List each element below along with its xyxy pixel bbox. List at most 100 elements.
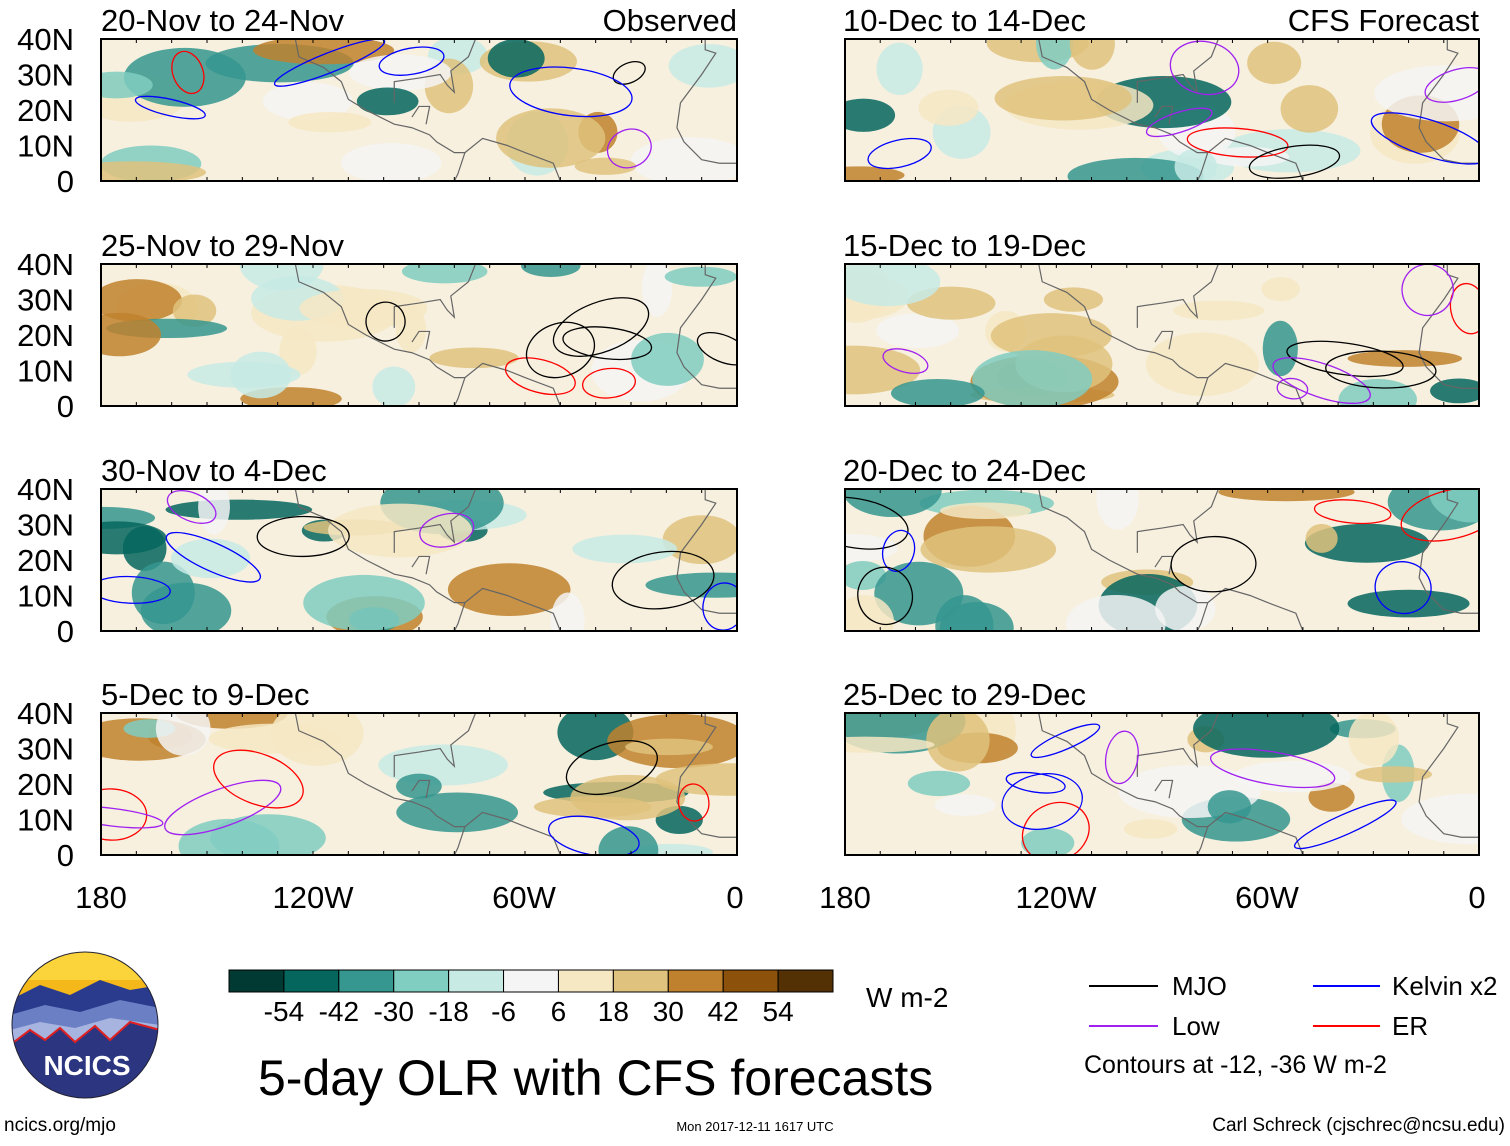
coastline (411, 779, 431, 799)
wave-contour (867, 137, 932, 170)
wave-contour (101, 788, 148, 841)
olr-anomaly-shading (845, 345, 921, 395)
coastline (676, 713, 737, 838)
colorbar-tick-label: -6 (491, 996, 516, 1027)
olr-anomaly-shading (340, 143, 442, 181)
olr-anomaly-shading (1043, 287, 1103, 312)
coastline (464, 362, 561, 406)
wave-contour (365, 301, 406, 342)
panel-title-fc-2: 15-Dec to 19-Dec (843, 228, 1086, 263)
coastline (676, 264, 737, 389)
olr-anomaly-shading (349, 54, 452, 91)
olr-anomaly-shading (926, 713, 990, 772)
olr-anomaly-shading (372, 366, 416, 406)
coastline (411, 330, 431, 350)
lat-label: 20N (17, 543, 74, 578)
olr-anomaly-shading (101, 312, 161, 357)
colorbar-swatch (393, 969, 450, 993)
colorbar-swatch (283, 969, 340, 993)
olr-anomaly-shading (574, 157, 637, 175)
olr-anomaly-shading (550, 592, 585, 631)
olr-anomaly-shading (1207, 790, 1252, 824)
forecast-header: CFS Forecast (1288, 3, 1480, 38)
wave-contour (419, 512, 475, 548)
olr-anomaly-shading (664, 266, 737, 287)
coastline (464, 137, 561, 181)
olr-anomaly-shading (641, 264, 673, 317)
olr-anomaly-shading (396, 792, 519, 833)
map-panel (844, 38, 1480, 182)
legend-label-low: Low (1172, 1011, 1220, 1041)
site-link[interactable]: ncics.org/mjo (4, 1115, 116, 1136)
colorbar-swatch (448, 969, 505, 993)
colorbar-tick-label: -18 (428, 996, 468, 1027)
axis-labels: 20-Nov to 24-Nov 25-Nov to 29-Nov 30-Nov… (75, 3, 1485, 915)
wave-contour (581, 367, 636, 399)
map-panel (100, 488, 738, 632)
coastline (464, 587, 561, 631)
wave-contour (1145, 107, 1213, 138)
colorbar-swatch (338, 969, 395, 993)
olr-anomaly-shading (570, 774, 686, 821)
olr-anomaly-shading (521, 264, 581, 277)
olr-anomaly-shading (262, 82, 353, 121)
panel-title-obs-3: 30-Nov to 4-Dec (101, 453, 327, 488)
legend-label-kelvin: Kelvin x2 (1392, 971, 1498, 1001)
wave-contour (1424, 66, 1479, 103)
olr-anomaly-shading (845, 533, 898, 563)
colorbar-swatch (722, 969, 779, 993)
olr-anomaly-shading (1065, 594, 1166, 631)
colorbar-tick-label: -30 (373, 996, 413, 1027)
wave-contour (881, 529, 916, 573)
coastline (1038, 713, 1209, 855)
olr-anomaly-shading (1355, 766, 1433, 783)
coastline (676, 39, 737, 164)
wave-contour (164, 779, 282, 836)
wave-contour (1001, 773, 1083, 830)
olr-anomaly-shading (907, 770, 971, 797)
olr-anomaly-shading (1096, 489, 1139, 530)
wave-contour (1005, 771, 1066, 794)
olr-anomaly-shading (1233, 760, 1352, 793)
lat-label: 30N (17, 58, 74, 93)
colorbar-tick-label: 18 (598, 996, 629, 1027)
olr-anomaly-shading (572, 534, 678, 564)
wave-contour (611, 550, 715, 610)
olr-anomaly-shading (940, 502, 1032, 520)
lat-label: 40N (17, 22, 74, 57)
lon-label: 120W (1016, 880, 1098, 915)
lat-label: 40N (17, 472, 74, 507)
coastline (1136, 264, 1219, 328)
olr-anomaly-shading (1174, 148, 1218, 181)
legend: MJO Kelvin x2 Low ER Contours at -12, -3… (1084, 971, 1498, 1079)
coastline (676, 489, 737, 614)
map-panels (100, 38, 1480, 856)
olr-anomaly-shading (1338, 378, 1417, 406)
panel-title-fc-1: 10-Dec to 14-Dec (843, 3, 1086, 38)
olr-anomaly-shading (1173, 300, 1265, 321)
coastline (411, 105, 431, 125)
wave-contour (565, 740, 658, 796)
olr-anomaly-shading (447, 563, 571, 617)
wave-contour (504, 357, 576, 396)
olr-anomaly-shading (101, 161, 207, 181)
colorbar-tick-label: 30 (653, 996, 684, 1027)
wave-contour (166, 490, 217, 524)
olr-anomaly-shading (1145, 332, 1260, 396)
olr-anomaly-shading (172, 294, 217, 327)
olr-anomaly-shading (845, 489, 942, 517)
olr-anomaly-shading (170, 538, 251, 579)
map-panel (100, 263, 738, 407)
wave-contour (696, 331, 737, 366)
olr-anomaly-shading (187, 361, 301, 388)
colorbar-tick-label: -54 (264, 996, 304, 1027)
wave-contour (1210, 748, 1336, 789)
lat-label: 20N (17, 93, 74, 128)
olr-anomaly-shading (101, 521, 167, 555)
coastline (1038, 39, 1209, 181)
colorbar-tick-label: 6 (551, 996, 567, 1027)
coastline (1418, 264, 1479, 389)
wave-contour (1313, 499, 1392, 525)
coastline (411, 555, 431, 575)
